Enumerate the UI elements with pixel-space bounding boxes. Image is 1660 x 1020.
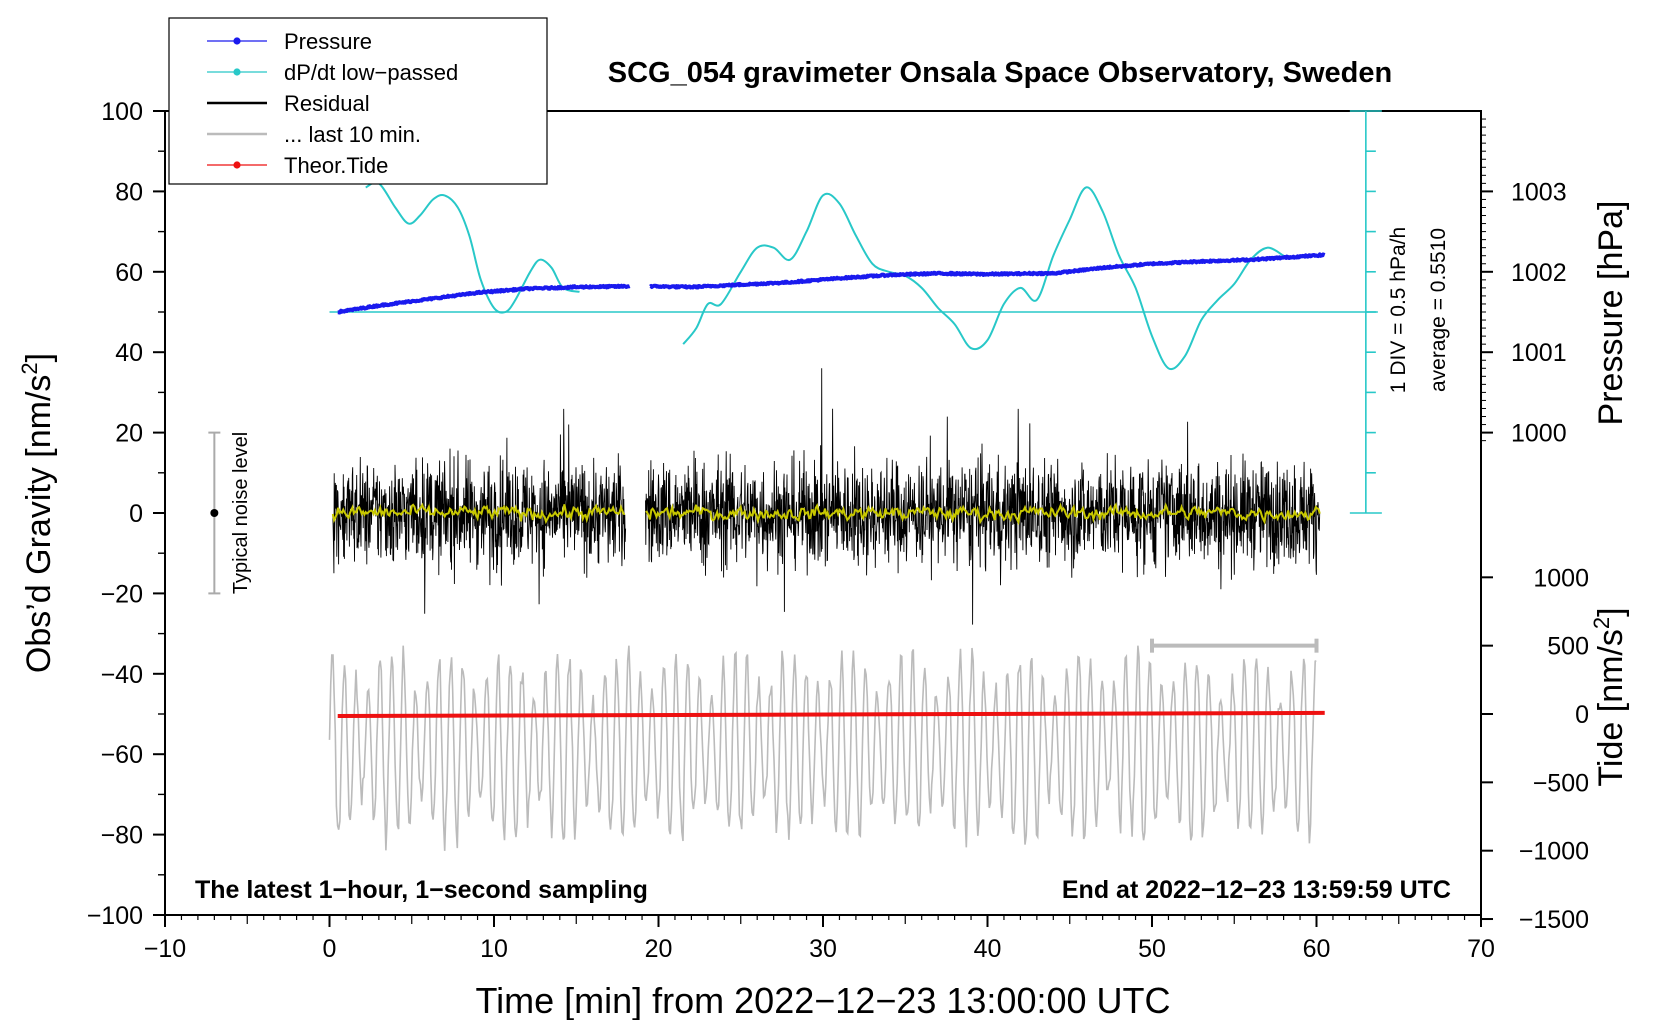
legend-label-4: ... last 10 min.: [284, 122, 421, 147]
y-tick-label: −40: [101, 661, 143, 689]
y-axis-label-tide-sup: 2: [1589, 617, 1614, 629]
y-tick-label: 60: [115, 259, 143, 287]
x-tick-label: 10: [480, 935, 508, 963]
y-tick-label: −80: [101, 822, 143, 850]
tide-tick-label: −1500: [1519, 906, 1589, 934]
y-tick-label: −20: [101, 580, 143, 608]
y-tick-label: 20: [115, 420, 143, 448]
legend-entries: Pressure dP/dt low−passed Residual ... last…: [207, 29, 458, 178]
y-axis-label-left: Obs’d Gravity [nm/s2]: [17, 353, 58, 673]
y-tick-label: 0: [129, 500, 143, 528]
y-tick-label: 80: [115, 178, 143, 206]
dpdt-series-line-1: [365, 181, 580, 314]
pressure-tick-label: 1003: [1511, 178, 1567, 206]
dpdt-scale-label-average: average = 0.5510: [1427, 228, 1450, 392]
legend-label-2: dP/dt low−passed: [284, 60, 458, 85]
legend-label-3: Residual: [284, 91, 370, 116]
y-axis-label-pressure: Pressure [hPa]: [1592, 201, 1630, 426]
tide-tick-label: −1000: [1519, 838, 1589, 866]
axes-layer: −10 0 10 20 30 40 50 60 70100806040200−20−40−60−…: [87, 98, 1589, 963]
y-axis-label-tide-text: Tide [nm/s: [1592, 629, 1630, 786]
y-axis-label-left-close: ]: [20, 353, 58, 362]
x-axis-label: Time [min] from 2022−12−23 13:00:00 UTC: [475, 980, 1170, 1020]
x-tick-label: 20: [645, 935, 673, 963]
legend-marker-5: [233, 161, 241, 169]
pressure-tick-label: 1002: [1511, 259, 1567, 287]
tide-tick-label: 1000: [1533, 564, 1589, 592]
x-tick-label: 40: [974, 935, 1002, 963]
noise-bar-center-dot: [210, 509, 219, 517]
x-tick-label: 60: [1303, 935, 1331, 963]
y-tick-label: 100: [101, 98, 143, 126]
pressure-tick-label: 1001: [1511, 339, 1567, 367]
pressure-series-line: [336, 252, 1326, 315]
chart-title: SCG_054 gravimeter Onsala Space Observat…: [608, 57, 1392, 89]
dpdt-scale-label-div: 1 DIV = 0.5 hPa/h: [1387, 227, 1410, 393]
y-tick-label: −60: [101, 741, 143, 769]
y-tick-label: −100: [87, 902, 143, 930]
legend-box: [168, 17, 548, 185]
tide-tick-label: 500: [1547, 633, 1589, 661]
y-axis-label-tide: Tide [nm/s2]: [1589, 607, 1630, 786]
annotation-left: The latest 1−hour, 1−second sampling: [195, 876, 648, 904]
residual-smoothed-line: [331, 502, 1321, 526]
dpdt-series-line-2: [682, 186, 1285, 371]
tide-tick-label: 0: [1575, 701, 1589, 729]
y-axis-label-left-sup: 2: [17, 362, 42, 374]
x-tick-label: 70: [1467, 935, 1495, 963]
x-tick-label: −10: [144, 935, 186, 963]
x-tick-label: 30: [809, 935, 837, 963]
legend-marker-1: [233, 37, 241, 45]
y-tick-label: 40: [115, 339, 143, 367]
noise-level-label: Typical noise level: [230, 432, 252, 594]
tide-tick-label: −500: [1533, 769, 1589, 797]
tide-series-line: [337, 710, 1325, 719]
y-axis-label-tide-close: ]: [1592, 607, 1630, 616]
y-axis-label-left-text: Obs’d Gravity [nm/s: [20, 375, 58, 674]
pressure-tick-label: 1000: [1511, 420, 1567, 448]
plot-data-layer: [328, 181, 1378, 851]
x-tick-label: 50: [1138, 935, 1166, 963]
legend-label-5: Theor.Tide: [284, 153, 388, 178]
legend-marker-2: [233, 68, 241, 76]
legend-label-1: Pressure: [284, 29, 372, 54]
legend: Pressure dP/dt low−passed Residual ... last…: [168, 17, 548, 185]
annotation-right: End at 2022−12−23 13:59:59 UTC: [1062, 876, 1451, 904]
x-tick-label: 0: [323, 935, 337, 963]
